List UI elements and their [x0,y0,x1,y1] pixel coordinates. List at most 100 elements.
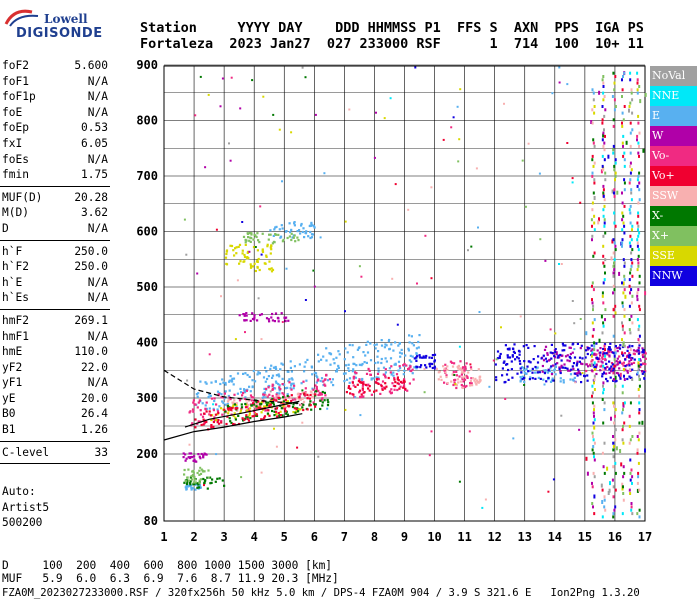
data-point [317,360,320,363]
interference-point [621,244,623,248]
data-point [284,398,287,402]
data-point [322,355,325,358]
data-point [377,378,380,381]
data-point [303,365,306,368]
interference-point [593,144,596,148]
data-point [384,368,387,371]
data-point [461,377,464,380]
data-point [222,396,225,399]
data-point [286,393,289,396]
interference-point [614,105,617,108]
interference-point [638,231,641,235]
data-point [413,357,416,360]
data-point [321,390,324,394]
data-point [315,381,318,384]
interference-point [603,401,606,405]
data-point [255,235,258,239]
interference-point [592,471,595,475]
data-point [599,354,602,357]
param-name: foE [2,105,23,119]
interference-point [637,234,640,238]
data-point [608,351,611,354]
interference-point [601,515,604,519]
data-point [474,377,477,380]
interference-point [621,121,623,125]
interference-point [614,438,617,442]
data-point [243,418,246,421]
data-point [266,245,269,248]
data-point [521,375,524,378]
data-point [522,345,525,348]
interference-point [636,318,639,322]
data-point [347,386,350,389]
data-point [602,354,605,357]
data-point [506,356,509,359]
data-point [320,393,323,396]
interference-point [630,258,633,262]
data-point [599,347,602,350]
data-point [331,378,334,381]
data-point [311,224,314,227]
data-point [197,392,200,395]
noise-point [194,114,197,117]
data-point [227,394,230,398]
data-point [445,374,448,377]
interference-point [629,268,632,272]
y-tick-label: 900 [136,58,158,72]
data-point [227,408,230,411]
data-point [597,360,600,363]
data-point [419,366,422,369]
interference-point [602,465,605,469]
data-point [552,379,555,382]
interference-point [631,475,634,479]
noise-point [478,311,481,313]
interference-point [602,91,605,95]
param-value: N/A [87,221,108,235]
interference-point [636,78,639,82]
noise-point [396,323,399,326]
data-point [220,393,223,396]
data-point [301,391,304,394]
data-point [576,360,579,363]
data-point [375,389,378,392]
interference-point [612,334,615,338]
data-point [569,378,572,381]
data-point [219,407,223,410]
interference-point [613,354,616,358]
data-point [291,236,294,239]
data-point [265,401,268,404]
data-point [616,357,619,360]
data-point [221,378,224,381]
data-point [264,387,268,390]
interference-point [623,308,626,312]
data-point [249,319,252,322]
x-tick-label: 17 [638,530,652,544]
noise-point [593,494,596,499]
data-point [258,406,261,409]
interference-point [603,221,606,225]
data-point [301,406,304,409]
data-point [348,369,351,372]
data-point [184,459,187,462]
noise-point [452,116,455,119]
data-point [425,366,428,369]
interference-point [628,318,631,322]
noise-point [375,111,377,114]
data-point [199,478,202,481]
data-point [267,401,270,404]
data-point [214,480,217,483]
data-point [202,418,205,421]
interference-point [593,105,596,108]
noise-point [500,326,502,329]
param-value: 22.0 [81,360,108,374]
data-point [199,457,202,460]
data-point [342,372,346,375]
interference-point [613,241,616,245]
param-row: h`Es N/A [0,290,110,306]
noise-point [304,76,307,79]
interference-point [614,384,617,388]
data-point [268,260,271,263]
data-point [273,397,276,400]
data-point [561,354,564,357]
data-point [390,365,393,368]
